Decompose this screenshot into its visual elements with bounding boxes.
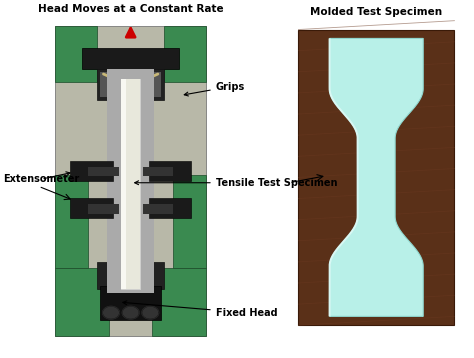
Bar bbox=[121, 79, 126, 289]
Bar bbox=[100, 72, 112, 97]
Bar bbox=[121, 79, 140, 289]
Bar bbox=[55, 26, 206, 336]
Bar bbox=[88, 167, 118, 176]
Bar bbox=[121, 79, 125, 289]
Bar bbox=[149, 161, 191, 181]
Text: Head Moves at a Constant Rate: Head Moves at a Constant Rate bbox=[38, 4, 223, 14]
Bar bbox=[164, 26, 206, 82]
Text: Grips: Grips bbox=[184, 82, 245, 96]
Bar bbox=[134, 69, 164, 100]
Bar bbox=[149, 72, 161, 97]
Bar bbox=[121, 79, 140, 289]
Text: Extensometer: Extensometer bbox=[3, 172, 79, 184]
Bar bbox=[70, 198, 112, 218]
Bar bbox=[55, 268, 109, 336]
Bar bbox=[152, 268, 206, 336]
Text: Tensile Test Specimen: Tensile Test Specimen bbox=[135, 178, 337, 188]
Polygon shape bbox=[142, 306, 159, 319]
Bar bbox=[143, 167, 173, 176]
Text: Fixed Head: Fixed Head bbox=[123, 301, 277, 318]
Bar bbox=[299, 30, 455, 325]
Polygon shape bbox=[103, 306, 119, 319]
Bar bbox=[88, 204, 118, 213]
Text: Molded Test Specimen: Molded Test Specimen bbox=[310, 7, 443, 17]
Bar bbox=[82, 48, 179, 69]
Bar bbox=[121, 79, 140, 289]
Bar bbox=[100, 286, 161, 320]
Bar bbox=[55, 175, 88, 268]
Polygon shape bbox=[122, 306, 139, 319]
Bar bbox=[134, 262, 164, 289]
Bar bbox=[97, 262, 128, 289]
Bar bbox=[143, 204, 173, 213]
Bar bbox=[149, 198, 191, 218]
Polygon shape bbox=[329, 38, 423, 316]
Bar bbox=[121, 79, 126, 289]
Bar bbox=[55, 26, 97, 82]
Bar bbox=[70, 161, 112, 181]
Bar bbox=[173, 175, 206, 268]
Bar bbox=[97, 69, 128, 100]
Bar bbox=[107, 69, 154, 292]
